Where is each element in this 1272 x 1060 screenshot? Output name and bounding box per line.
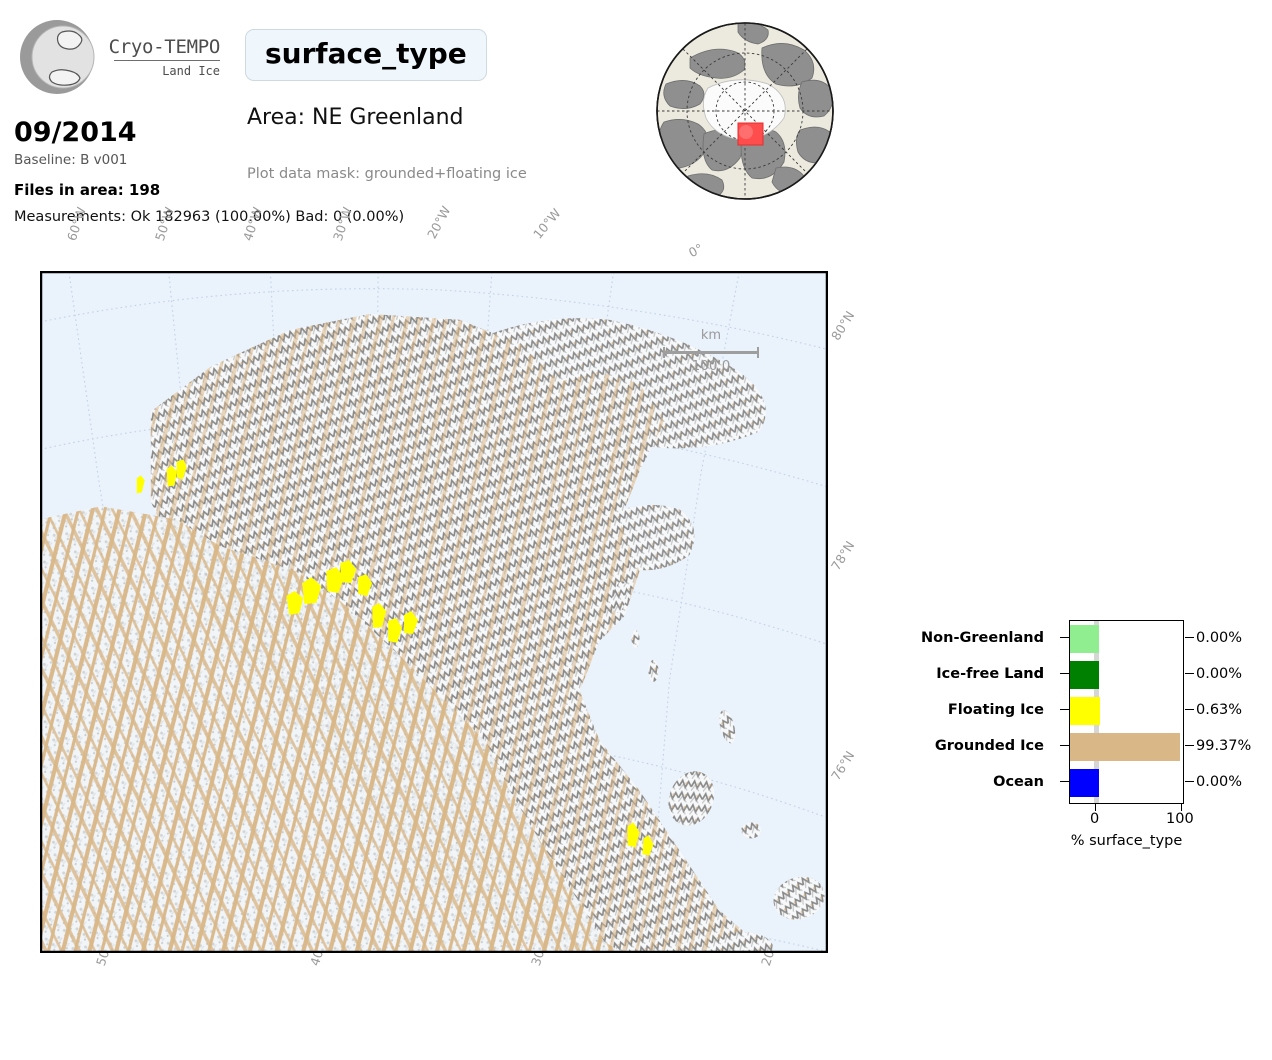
cryo-tempo-logo: Cryo-TEMPO Land Ice (14, 14, 220, 100)
chart-y-ticks-left (1060, 620, 1069, 800)
chart-category-label: Grounded Ice (934, 738, 1044, 754)
plot-data-mask-label: Plot data mask: grounded+floating ice (247, 166, 527, 182)
chart-category-label: Non-Greenland Land (921, 630, 1044, 682)
logo-title: Cryo-TEMPO (108, 36, 221, 58)
logo-subtitle: Land Ice (162, 64, 220, 78)
map-scalebar: km 100.0 (663, 328, 759, 375)
chart-value-label: 0.00% (1196, 774, 1243, 790)
scalebar-cap-right (757, 347, 759, 358)
chart-value-label: 0.00% (1196, 630, 1243, 646)
chart-category-label: Ocean (993, 774, 1044, 790)
chart-x-tick-labels: 0 100 (1040, 811, 1220, 831)
map-canvas[interactable] (41, 272, 827, 952)
logo-divider (114, 60, 220, 61)
chart-bar (1099, 697, 1100, 725)
chart-row (1070, 621, 1183, 657)
page-title: Area: NE Greenland (247, 105, 464, 130)
chart-color-swatch (1070, 625, 1099, 653)
lon-label-top-6: 0° (686, 240, 706, 261)
chart-color-swatch (1070, 733, 1099, 761)
y-tick (1060, 764, 1069, 800)
variable-name-badge[interactable]: surface_type (245, 29, 487, 81)
chart-x-tick-label: 0 (1090, 811, 1100, 827)
map-panel[interactable] (40, 271, 828, 953)
y-tick (1060, 656, 1069, 692)
report-date: 09/2014 (14, 117, 137, 148)
y-tick (1185, 656, 1194, 692)
y-tick (1060, 728, 1069, 764)
offshore-islands (611, 581, 825, 952)
y-tick (1185, 764, 1194, 800)
lat-label-right-1: 78°N (828, 538, 858, 573)
measurements-label: Measurements: Ok 182963 (100.00%) Bad: 0… (14, 209, 405, 225)
chart-plot-area (1069, 620, 1184, 804)
chart-value-label: 0.00% (1196, 666, 1243, 682)
scalebar-unit: km (700, 328, 722, 343)
lat-label-right-0: 80°N (828, 308, 858, 343)
north-polar-globe-icon (652, 18, 838, 204)
chart-y-ticks-right (1185, 620, 1194, 800)
chart-color-swatch (1070, 697, 1099, 725)
chart-value-label: 99.37% (1196, 738, 1252, 754)
y-tick (1060, 620, 1069, 656)
chart-category-label: Floating Ice (947, 702, 1044, 718)
chart-color-swatch (1070, 769, 1099, 797)
chart-row (1070, 693, 1183, 729)
chart-x-axis-title: % surface_type (1070, 833, 1183, 849)
chart-x-tick-label: 100 (1166, 811, 1194, 827)
y-tick (1185, 728, 1194, 764)
y-tick (1185, 620, 1194, 656)
scalebar-rule (663, 351, 759, 354)
scalebar-value: 100.0 (691, 358, 731, 374)
surface-type-bar-chart: Non-Greenland Land Ice-free Land Floatin… (880, 612, 1260, 852)
chart-bar (1099, 733, 1181, 761)
globe-crescent-icon (18, 18, 96, 96)
chart-value-label: 0.63% (1196, 702, 1243, 718)
baseline-label: Baseline: B v001 (14, 152, 128, 168)
lon-label-top-4: 20°W (424, 203, 454, 242)
scalebar-line (663, 347, 759, 358)
chart-color-swatch (1070, 661, 1099, 689)
lat-label-right-2: 76°N (828, 748, 858, 783)
chart-row (1070, 729, 1183, 765)
y-tick (1185, 692, 1194, 728)
chart-category-labels: Non-Greenland Land Ice-free Land Floatin… (880, 620, 1052, 800)
floating-ice-patches (136, 459, 654, 856)
chart-category-label: Ice-free Land (936, 666, 1044, 682)
chart-row (1070, 765, 1183, 801)
chart-value-labels: 0.00% 0.00% 0.63% 99.37% 0.00% (1196, 620, 1268, 800)
files-in-area-label: Files in area: 198 (14, 181, 161, 199)
chart-row (1070, 657, 1183, 693)
lon-label-top-5: 10°W (530, 205, 564, 242)
chart-x-ticks (1069, 804, 1184, 812)
y-tick (1060, 692, 1069, 728)
